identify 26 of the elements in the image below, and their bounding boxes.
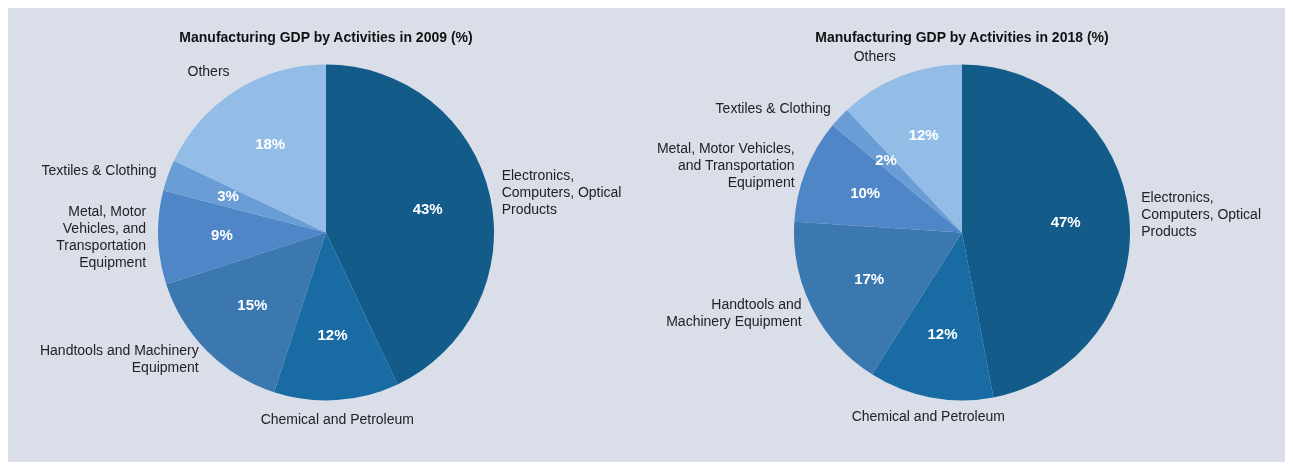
slice-label: Electronics, Computers, Optical Products (501, 166, 622, 217)
slice-label: Electronics, Computers, Optical Products (1141, 189, 1262, 240)
data-label: 2% (875, 151, 897, 169)
slice-label: Textiles & Clothing (41, 162, 157, 179)
slice-label: Handtools and Machinery Equipment (666, 296, 802, 330)
data-label: 15% (237, 296, 268, 314)
data-label: 10% (850, 184, 881, 202)
data-label: 17% (854, 269, 885, 287)
chart-title: Manufacturing GDP by Activities in 2018 (%) (815, 29, 1109, 46)
slice-label: Handtools and Machinery Equipment (39, 342, 199, 376)
data-label: 9% (211, 225, 233, 243)
slice-label: Metal, Motor Vehicles, and Transportation Equipment (56, 203, 147, 271)
slice-label: Metal, Motor Vehicles, and Transportation Equipment (656, 140, 795, 190)
data-label: 43% (412, 199, 443, 217)
data-label: 12% (317, 326, 348, 344)
slice-label: Chemical and Petroleum (260, 410, 414, 427)
slice-label: Others (853, 47, 896, 64)
data-label: 3% (217, 187, 239, 205)
data-label: 47% (1050, 212, 1081, 230)
data-label: 12% (908, 125, 939, 143)
data-label: 18% (255, 134, 286, 152)
data-label: 12% (927, 324, 958, 342)
slice-label: Others (187, 63, 230, 80)
slice-label: Textiles & Clothing (715, 100, 831, 117)
slice-label: Chemical and Petroleum (851, 408, 1005, 425)
chart-title: Manufacturing GDP by Activities in 2009 (%) (179, 29, 473, 46)
